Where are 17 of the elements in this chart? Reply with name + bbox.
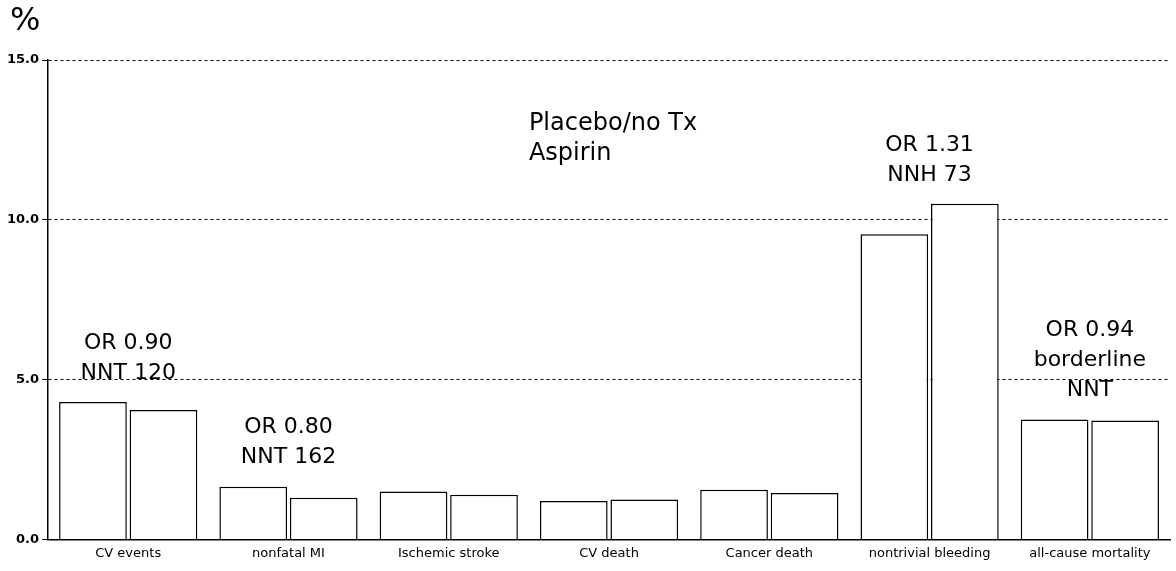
x-tick-label: nonfatal MI bbox=[252, 544, 325, 560]
y-axis-title: % bbox=[10, 0, 41, 39]
annotation: Placebo/no Tx Aspirin bbox=[528, 108, 698, 167]
y-tick-label: 5.0 bbox=[16, 370, 40, 386]
x-tick-label: Cancer death bbox=[725, 544, 814, 560]
annotation: OR 1.31 NNH 73 bbox=[885, 130, 974, 186]
x-tick-label: all-cause mortality bbox=[1029, 544, 1151, 560]
annotation: OR 0.94 borderline NNT bbox=[1033, 316, 1147, 402]
y-tick-label: 0.0 bbox=[16, 530, 40, 546]
annotation: OR 0.90 NNT 120 bbox=[80, 328, 176, 384]
x-tick-label: Ischemic stroke bbox=[398, 544, 500, 560]
x-tick-label: nontrivial bleeding bbox=[868, 544, 991, 560]
y-tick-label: 15.0 bbox=[7, 51, 40, 67]
y-tick-label: 10.0 bbox=[7, 211, 40, 227]
annotation: OR 0.80 NNT 162 bbox=[240, 413, 337, 469]
x-tick-label: CV death bbox=[579, 544, 639, 560]
x-tick-label: CV events bbox=[95, 544, 162, 560]
